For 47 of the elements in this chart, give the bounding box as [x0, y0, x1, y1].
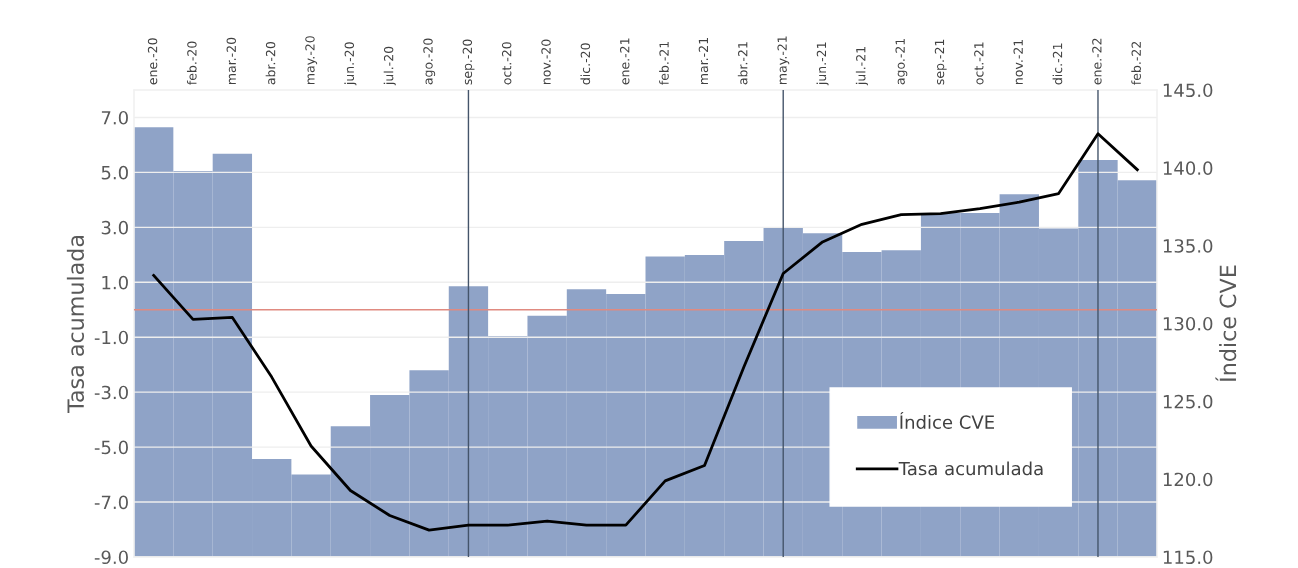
- y2-tick-label: 115.0: [1163, 550, 1213, 565]
- x-tick-label: jun.-20: [344, 42, 357, 86]
- x-tick-label: abr.-20: [265, 41, 276, 85]
- x-tick-label: ago.-21: [895, 38, 908, 85]
- x-tick-label: ene.-21: [620, 38, 630, 85]
- x-tick-label: mar.-21: [698, 38, 709, 84]
- y2-axis-title: Índice CVE: [1215, 265, 1237, 382]
- y-axis-title: Tasa acumulada: [66, 236, 85, 414]
- y2-tick-label: 120.0: [1163, 472, 1213, 487]
- x-tick-label: oct.-21: [974, 42, 984, 85]
- x-tick-label: may.-21: [777, 36, 790, 84]
- y2-tick-label: 135.0: [1163, 239, 1213, 253]
- y2-tick-label: 130.0: [1163, 316, 1213, 331]
- x-tick-label: jul.-20: [383, 46, 396, 86]
- y-tick-label: -7.0: [94, 495, 128, 510]
- legend-label: Tasa acumulada: [898, 461, 1043, 476]
- x-tick-label: sep.-20: [462, 39, 475, 85]
- x-tick-label: nov.-21: [1013, 39, 1023, 84]
- y-tick-label: 1.0: [102, 275, 128, 290]
- x-tick-label: jun.-21: [816, 42, 829, 86]
- legend-label: Índice CVE: [900, 412, 994, 429]
- x-tick-label: dic.-21: [1052, 43, 1063, 85]
- line-series: [152, 132, 1139, 532]
- y2-tick-label: 145.0: [1163, 83, 1213, 98]
- x-tick-label: abr.-21: [737, 42, 748, 85]
- y-tick-label: 5.0: [101, 165, 128, 180]
- y-tick-label: 3.0: [101, 220, 128, 235]
- y2-tick-label: 125.0: [1163, 394, 1213, 409]
- x-tick-label: ene.-22: [1092, 38, 1102, 85]
- x-tick-label: sep.-21: [934, 39, 947, 85]
- x-tick-label: feb.-21: [659, 41, 669, 85]
- x-tick-label: jul.-21: [855, 47, 868, 86]
- x-tick-label: oct.-20: [501, 42, 512, 85]
- y-tick-label: -1.0: [94, 330, 128, 345]
- x-tick-label: feb.-22: [1131, 41, 1141, 85]
- y-tick-label: -5.0: [94, 440, 128, 455]
- x-tick-label: feb.-20: [186, 41, 197, 85]
- x-tick-label: ene.-20: [147, 38, 158, 85]
- y-tick-label: -9.0: [94, 550, 128, 565]
- x-tick-label: may.-20: [305, 36, 318, 84]
- x-tick-label: dic.-20: [580, 43, 591, 85]
- y-tick-label: 7.0: [101, 110, 128, 125]
- x-tick-label: mar.-20: [226, 37, 236, 84]
- y-tick-label: -3.0: [94, 385, 128, 400]
- x-tick-label: ago.-20: [423, 38, 436, 85]
- x-tick-label: nov.-20: [541, 39, 551, 84]
- y2-tick-label: 140.0: [1163, 161, 1213, 175]
